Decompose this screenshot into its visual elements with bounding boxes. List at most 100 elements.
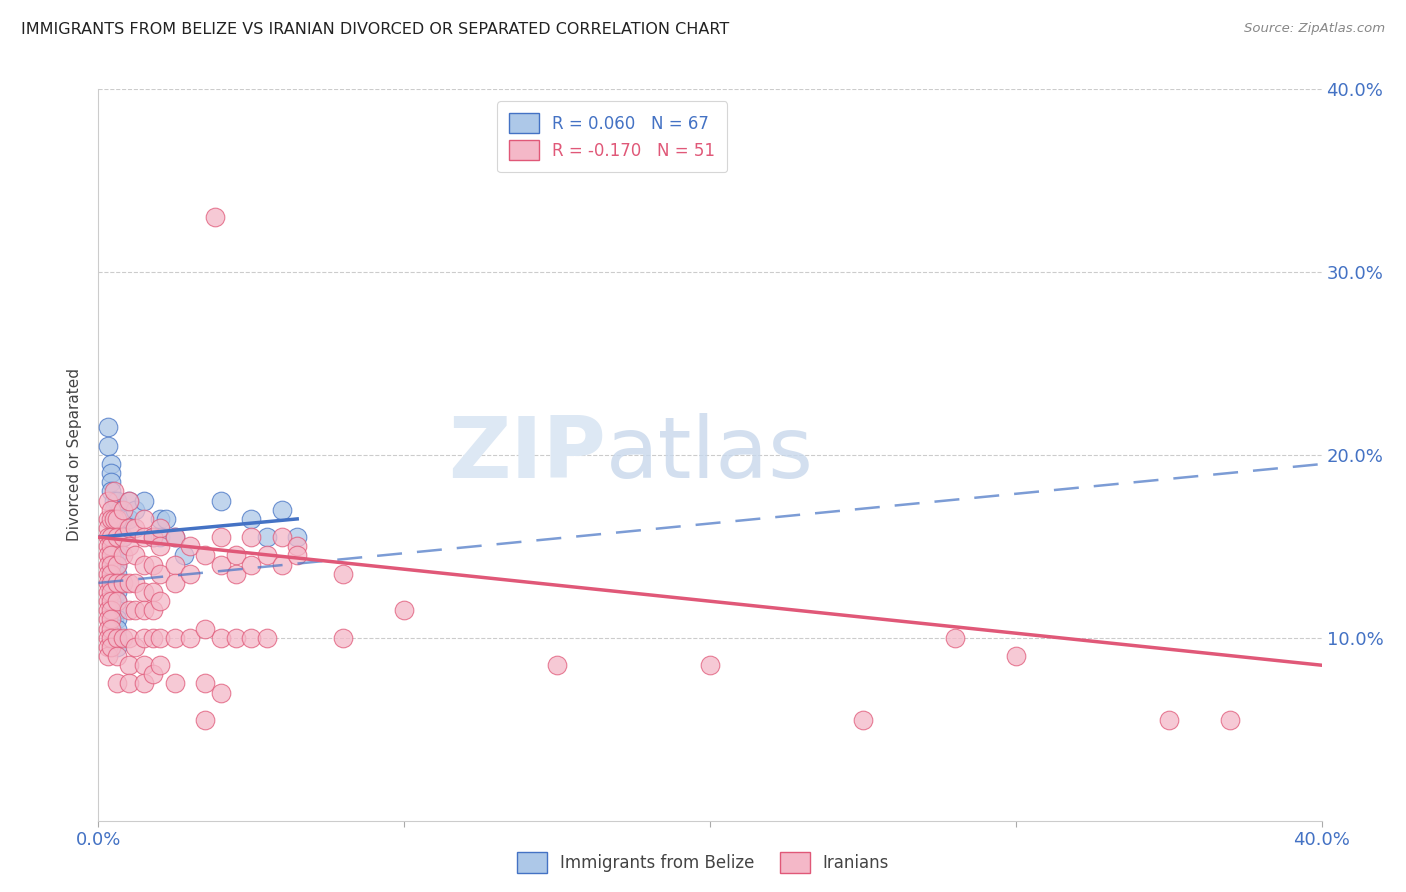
- Point: [209, 685, 232, 699]
- Point: [173, 549, 195, 563]
- Point: [134, 558, 156, 572]
- Point: [392, 603, 416, 617]
- Point: [209, 631, 232, 645]
- Point: [149, 521, 172, 535]
- Point: [134, 603, 156, 617]
- Point: [256, 530, 278, 544]
- Point: [103, 493, 125, 508]
- Point: [108, 512, 131, 526]
- Point: [149, 594, 172, 608]
- Point: [142, 585, 165, 599]
- Point: [142, 558, 165, 572]
- Point: [124, 549, 146, 563]
- Point: [103, 512, 125, 526]
- Point: [97, 521, 120, 535]
- Text: Source: ZipAtlas.com: Source: ZipAtlas.com: [1244, 22, 1385, 36]
- Point: [142, 530, 165, 544]
- Point: [105, 576, 128, 591]
- Point: [285, 539, 308, 553]
- Point: [103, 594, 125, 608]
- Point: [103, 558, 125, 572]
- Point: [118, 631, 141, 645]
- Point: [134, 512, 156, 526]
- Point: [149, 539, 172, 553]
- Point: [103, 484, 125, 499]
- Point: [97, 558, 120, 572]
- Point: [97, 493, 120, 508]
- Point: [546, 658, 568, 673]
- Point: [225, 631, 247, 645]
- Point: [105, 558, 128, 572]
- Point: [111, 576, 134, 591]
- Point: [270, 558, 292, 572]
- Point: [209, 493, 232, 508]
- Point: [240, 558, 263, 572]
- Point: [118, 603, 141, 617]
- Point: [240, 512, 263, 526]
- Point: [97, 566, 120, 581]
- Point: [105, 521, 128, 535]
- Point: [118, 658, 141, 673]
- Point: [100, 457, 122, 471]
- Point: [124, 502, 146, 516]
- Point: [100, 585, 122, 599]
- Point: [105, 603, 128, 617]
- Point: [103, 585, 125, 599]
- Point: [270, 502, 292, 516]
- Point: [134, 530, 156, 544]
- Point: [108, 521, 131, 535]
- Point: [97, 622, 120, 636]
- Point: [97, 539, 120, 553]
- Point: [97, 649, 120, 664]
- Point: [194, 622, 217, 636]
- Point: [97, 613, 120, 627]
- Point: [142, 667, 165, 681]
- Point: [134, 676, 156, 690]
- Point: [103, 580, 125, 594]
- Point: [105, 631, 128, 645]
- Point: [100, 576, 122, 591]
- Point: [105, 493, 128, 508]
- Point: [103, 543, 125, 558]
- Point: [124, 640, 146, 654]
- Point: [97, 594, 120, 608]
- Point: [225, 566, 247, 581]
- Point: [100, 512, 122, 526]
- Point: [204, 211, 226, 225]
- Point: [105, 512, 128, 526]
- Point: [97, 420, 120, 434]
- Point: [97, 631, 120, 645]
- Point: [163, 631, 186, 645]
- Point: [100, 566, 122, 581]
- Point: [100, 539, 122, 553]
- Point: [111, 530, 134, 544]
- Point: [105, 558, 128, 572]
- Point: [103, 603, 125, 617]
- Point: [103, 566, 125, 581]
- Point: [100, 475, 122, 490]
- Point: [100, 613, 122, 627]
- Point: [97, 585, 120, 599]
- Point: [100, 466, 122, 480]
- Point: [103, 570, 125, 584]
- Point: [134, 631, 156, 645]
- Point: [1157, 713, 1180, 727]
- Point: [179, 539, 201, 553]
- Point: [103, 561, 125, 575]
- Point: [105, 649, 128, 664]
- Text: atlas: atlas: [606, 413, 814, 497]
- Point: [103, 539, 125, 553]
- Point: [285, 530, 308, 544]
- Point: [103, 613, 125, 627]
- Point: [100, 594, 122, 608]
- Point: [105, 594, 128, 608]
- Point: [105, 613, 128, 627]
- Point: [149, 512, 172, 526]
- Point: [142, 631, 165, 645]
- Point: [124, 603, 146, 617]
- Point: [111, 502, 134, 516]
- Point: [240, 631, 263, 645]
- Point: [108, 502, 131, 516]
- Point: [105, 585, 128, 599]
- Point: [97, 530, 120, 544]
